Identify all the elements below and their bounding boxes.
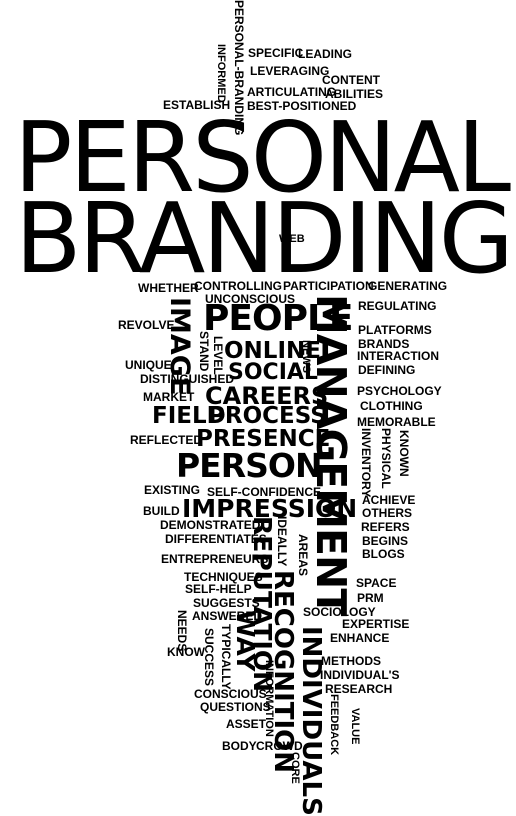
word-level: LEVEL [211,336,225,375]
word-person: PERSON [176,446,323,485]
word-news: NEWS [300,340,312,373]
word-branding: BRANDING [15,182,514,295]
word-achieve: ACHIEVE [362,493,416,507]
word-demonstrated: DEMONSTRATED [160,518,261,532]
word-self-help: SELF-HELP [185,582,252,596]
word-defining: DEFINING [358,363,416,377]
word-sociology: SOCIOLOGY [303,605,376,619]
word-web: WEB [279,233,305,245]
word-reflected: REFLECTED [130,433,202,447]
word-platforms: PLATFORMS [358,323,432,337]
word-feedback: FEEDBACK [328,694,340,756]
word-specific: SPECIFIC [248,46,304,60]
word-reputation: REPUTATION [248,516,277,693]
word-online: ONLINE [224,338,321,364]
word-process: PROCESS [208,403,327,429]
word-prm: PRM [357,591,384,605]
word-expertise: EXPERTISE [342,617,410,631]
word-answered: ANSWERED [192,609,263,623]
word-asset: ASSET [226,717,267,731]
word-field: FIELD [152,403,226,429]
word-entrepreneurs: ENTREPRENEURS [161,552,269,566]
word-controlling: CONTROLLING [194,279,282,293]
word-brands: BRANDS [358,337,410,351]
word-social: SOCIAL [228,360,318,385]
word-success: SUCCESS [202,628,216,687]
word-inventory: INVENTORY [359,428,373,498]
word-best-positioned: BEST-POSITIONED [247,99,357,113]
word-ideally: IDEALLY [275,516,289,567]
word-psychology: PSYCHOLOGY [357,384,442,398]
word-physical: PHYSICAL [379,428,393,489]
word-areas: AREAS [296,534,310,577]
word-core: CORE [289,752,301,784]
word-crowd: CROWD [256,739,303,753]
word-space: SPACE [356,576,397,590]
word-personal-branding: PERSONAL-BRANDING [232,0,246,136]
word-regulating: REGULATING [358,299,437,313]
word-articulating: ARTICULATING [247,85,337,99]
word-establish: ESTABLISH [163,98,231,112]
word-methods: METHODS [321,654,381,668]
word-stand: STAND [197,331,211,372]
word-begins: BEGINS [362,534,409,548]
word-image: IMAGE [164,297,195,396]
word-suggests: SUGGESTS [193,596,260,610]
word-way: WAY [231,610,260,672]
word-presence: PRESENCE [196,426,331,452]
word-memorable: MEMORABLE [357,415,436,429]
word-leveraging: LEVERAGING [250,64,330,78]
word-body: BODY [222,739,257,753]
word-enhance: ENHANCE [330,631,390,645]
word-personal: PERSONAL [14,101,511,214]
word-distinguished: DISTINGUISHED [140,372,235,386]
word-conscious: CONSCIOUS [194,687,267,701]
word-existing: EXISTING [144,483,201,497]
word-refers: REFERS [361,520,410,534]
word-people: PEOPLE [203,298,353,339]
word-needs: NEEDS [175,610,189,652]
word-careers: CAREERS [205,382,329,410]
word-revolve: REVOLVE [118,318,175,332]
word-management: MANAGEMENT [307,294,355,616]
word-information: INFORMATION [263,660,275,737]
word-unique: UNIQUE [125,358,172,372]
word-interaction: INTERACTION [357,349,439,363]
word-individuals-possessive: INDIVIDUAL'S [320,668,400,682]
word-self-confidence: SELF-CONFIDENCE [207,485,321,499]
word-blogs: BLOGS [362,547,405,561]
word-techniques: TECHNIQUES [184,570,263,584]
word-questions: QUESTIONS [200,700,271,714]
word-clothing: CLOTHING [360,399,423,413]
word-unconscious: UNCONSCIOUS [205,292,296,306]
word-know: KNOW [167,645,205,659]
word-generating: GENERATING [368,279,448,293]
word-cloud: PERSONAL-BRANDING INFORMED SPECIFIC LEAD… [14,0,514,816]
word-differentiates: DIFFERENTIATES [165,532,267,546]
word-impression: IMPRESSION [182,494,358,523]
word-participation: PARTICIPATION [283,279,374,293]
word-known: KNOWN [397,430,411,477]
word-research: RESEARCH [325,682,393,696]
word-others: OTHERS [362,506,413,520]
word-build: BUILD [143,504,180,518]
word-content: CONTENT [322,73,380,87]
word-informed: INFORMED [215,44,227,103]
word-value: VALUE [349,708,361,745]
word-recognition: RECOGNITION [268,570,298,774]
word-abilities: ABILITIES [325,87,384,101]
word-whether: WHETHER [138,281,199,295]
word-typically: TYPICALLY [219,624,233,690]
word-leading: LEADING [298,47,352,61]
word-market: MARKET [143,390,195,404]
